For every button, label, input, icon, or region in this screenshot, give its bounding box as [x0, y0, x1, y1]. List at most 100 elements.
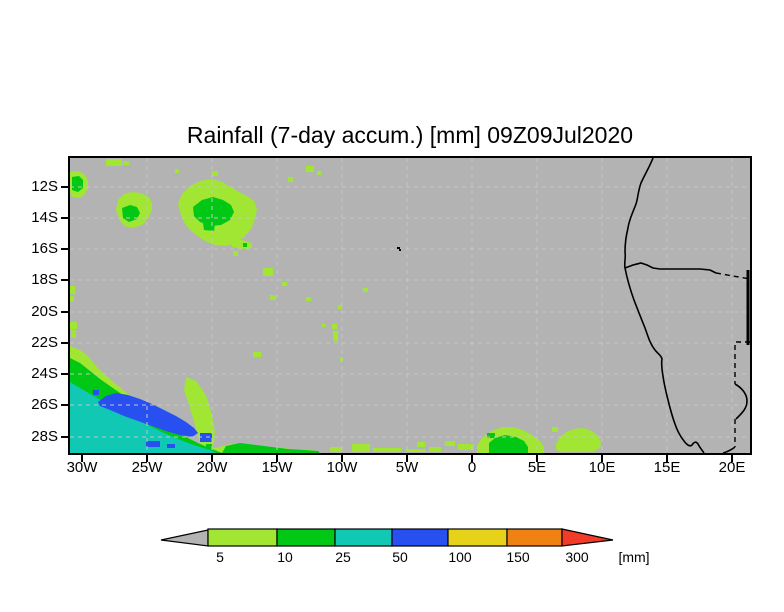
- y-tick: [61, 404, 69, 406]
- rain-patch: [212, 171, 218, 176]
- botswana-border-dashed: [734, 341, 750, 447]
- rain-patch: [233, 251, 238, 256]
- y-tick: [61, 436, 69, 438]
- rain-patch: [552, 427, 558, 432]
- x-axis-label: 15W: [261, 459, 293, 476]
- y-axis-label: 24S: [31, 365, 58, 382]
- rain-patch: [306, 166, 314, 172]
- x-axis-label: 10W: [326, 459, 358, 476]
- rain-patch: [445, 441, 455, 446]
- y-axis-label: 12S: [31, 178, 58, 195]
- rain-patch: [317, 171, 321, 175]
- rain-patch: [282, 282, 287, 286]
- rain-patch: [322, 324, 325, 327]
- x-axis-label: 20E: [718, 459, 746, 476]
- x-tick: [471, 455, 473, 462]
- rain-patch: [363, 288, 368, 292]
- rain-patch: [417, 442, 425, 447]
- rain-patch: [72, 176, 83, 192]
- colorbar-under-arrow: [160, 529, 209, 547]
- x-tick: [536, 455, 538, 462]
- colorbar-label: 150: [506, 549, 530, 565]
- rain-patch: [429, 447, 441, 452]
- colorbar-label: 300: [565, 549, 589, 565]
- x-tick: [211, 455, 213, 462]
- x-axis-label: 5E: [527, 459, 547, 476]
- rain-patch: [306, 297, 311, 301]
- rain-patch: [487, 433, 495, 438]
- rain-patch: [556, 428, 601, 452]
- y-tick: [61, 373, 69, 375]
- x-tick: [341, 455, 343, 462]
- rain-patch: [243, 243, 247, 247]
- colorbar-segment: [506, 528, 563, 547]
- x-axis-label: 10E: [588, 459, 616, 476]
- rain-patch: [175, 169, 179, 173]
- y-tick: [61, 186, 69, 188]
- graticule-gridlines: [70, 158, 750, 453]
- colorbar-label: 10: [277, 549, 293, 565]
- rain-patch: [98, 393, 198, 437]
- y-axis-label: 28S: [31, 428, 58, 445]
- rain-patch: [146, 441, 160, 447]
- x-tick: [406, 455, 408, 462]
- rainfall-map: [70, 158, 750, 453]
- colorbar-segment: [447, 528, 508, 547]
- y-axis-label: 20S: [31, 303, 58, 320]
- rain-patch: [203, 223, 215, 231]
- rain-patch: [206, 444, 212, 450]
- angola-namibia-border: [624, 262, 717, 274]
- y-axis-label: 18S: [31, 271, 58, 288]
- x-axis-label: 15E: [653, 459, 681, 476]
- rain-patch: [70, 296, 74, 302]
- colorbar-label: 5: [216, 549, 224, 565]
- rain-patch: [253, 352, 261, 357]
- colorbar: [160, 528, 614, 547]
- rain-patch: [70, 322, 77, 329]
- x-tick: [81, 455, 83, 462]
- rain-patch: [71, 330, 76, 338]
- rain-speckles: [70, 268, 474, 452]
- rain-cluster-northwest-corner: [70, 159, 129, 198]
- x-tick: [601, 455, 603, 462]
- rain-patch: [222, 443, 320, 453]
- coastline-path: [623, 158, 705, 453]
- colorbar-segment: [334, 528, 393, 547]
- x-axis-label: 30W: [66, 459, 98, 476]
- y-tick: [61, 248, 69, 250]
- y-axis-label: 26S: [31, 396, 58, 413]
- rain-patch: [263, 268, 273, 276]
- y-axis-label: 22S: [31, 334, 58, 351]
- rain-patch: [123, 161, 129, 165]
- x-axis-label: 5W: [395, 459, 419, 476]
- colorbar-label: 100: [448, 549, 472, 565]
- rain-patch: [93, 390, 99, 395]
- rain-patch: [373, 448, 401, 452]
- rain-cluster-south-central: [477, 427, 544, 453]
- rain-cluster-southeast: [552, 427, 601, 452]
- x-tick: [276, 455, 278, 462]
- colorbar-label: 50: [392, 549, 408, 565]
- rain-patch: [167, 444, 175, 448]
- africa-coastline: [397, 158, 750, 453]
- x-tick: [731, 455, 733, 462]
- colorbar-unit-label: [mm]: [618, 549, 650, 565]
- y-axis-label: 16S: [31, 240, 58, 257]
- rain-patch: [70, 382, 216, 453]
- island-st-helena: [397, 247, 401, 251]
- x-axis-label: 0: [467, 459, 477, 476]
- rain-patch: [330, 447, 342, 452]
- page-title: Rainfall (7-day accum.) [mm] 09Z09Jul202…: [186, 122, 634, 148]
- colorbar-label: 25: [335, 549, 351, 565]
- colorbar-segment: [391, 528, 449, 547]
- rain-patch: [489, 435, 528, 453]
- rain-patch: [406, 449, 426, 452]
- rain-patch: [458, 444, 474, 450]
- y-axis-label: 14S: [31, 209, 58, 226]
- y-tick: [61, 217, 69, 219]
- rain-patch: [338, 305, 342, 309]
- colorbar-over-arrow: [561, 528, 614, 547]
- y-tick: [61, 342, 69, 344]
- x-axis-label: 25W: [131, 459, 163, 476]
